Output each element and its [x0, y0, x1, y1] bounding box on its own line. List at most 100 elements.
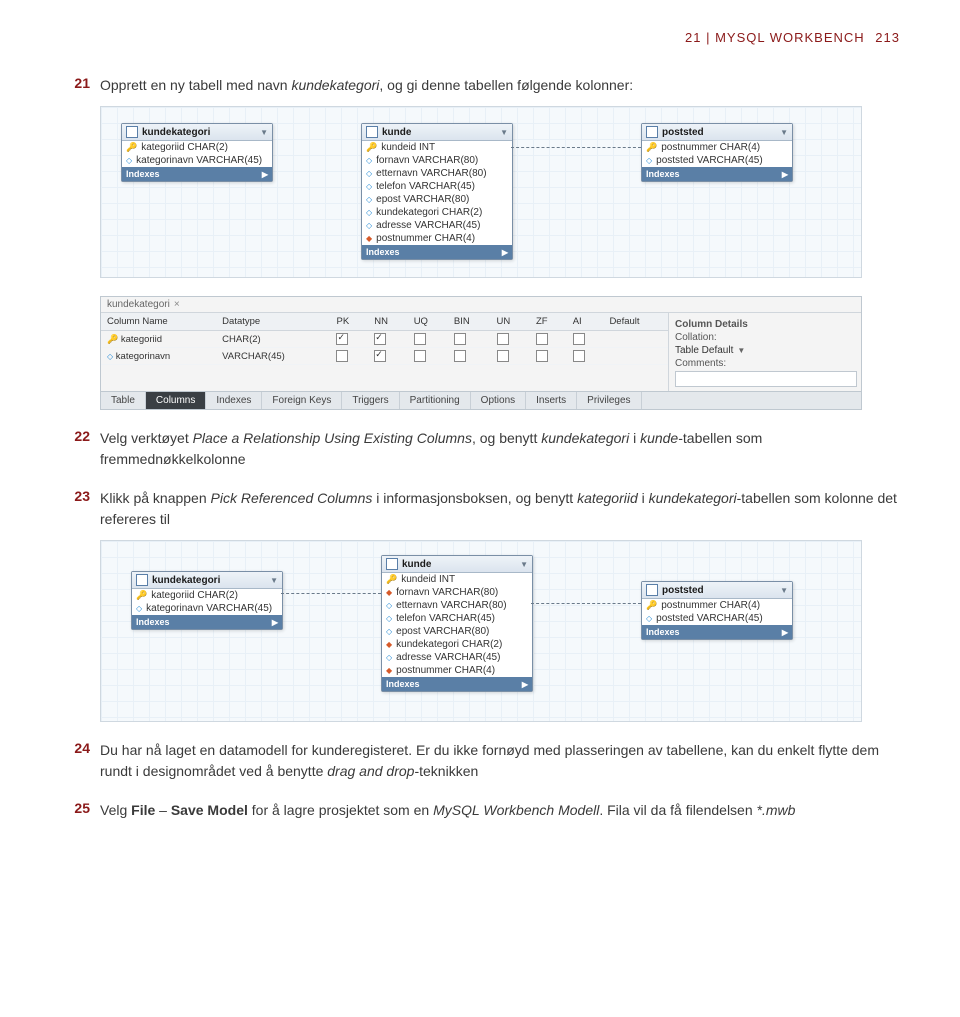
editor-tab-indexes[interactable]: Indexes	[206, 392, 262, 409]
table-column[interactable]: ◇poststed VARCHAR(45)	[642, 612, 792, 625]
db-table-kunde[interactable]: kunde▼🔑kundeid INT◆fornavn VARCHAR(80)◇e…	[381, 555, 533, 692]
table-title: kundekategori	[152, 575, 220, 586]
table-header[interactable]: kunde▼	[362, 124, 512, 141]
checkbox[interactable]	[573, 333, 585, 345]
comments-input[interactable]	[675, 371, 857, 387]
column-text: kategoriid CHAR(2)	[141, 142, 228, 153]
db-table-kundekategori[interactable]: kundekategori▼🔑kategoriid CHAR(2)◇katego…	[121, 123, 273, 182]
column-icon: ◇	[366, 195, 372, 204]
checkbox[interactable]	[414, 333, 426, 345]
indexes-footer[interactable]: Indexes▶	[362, 245, 512, 259]
table-column[interactable]: ◇epost VARCHAR(80)	[382, 625, 532, 638]
key-icon: 🔑	[646, 142, 657, 153]
checkbox[interactable]	[454, 350, 466, 362]
table-column[interactable]: ◆kundekategori CHAR(2)	[382, 638, 532, 651]
checkbox[interactable]	[414, 350, 426, 362]
db-table-poststed[interactable]: poststed▼🔑postnummer CHAR(4)◇poststed VA…	[641, 123, 793, 182]
indexes-footer[interactable]: Indexes▶	[382, 677, 532, 691]
db-table-kunde[interactable]: kunde▼🔑kundeid INT◇fornavn VARCHAR(80)◇e…	[361, 123, 513, 260]
checkbox[interactable]	[536, 333, 548, 345]
table-column[interactable]: ◇etternavn VARCHAR(80)	[382, 599, 532, 612]
column-header[interactable]: UQ	[408, 313, 448, 331]
table-column[interactable]: ◇kategorinavn VARCHAR(45)	[122, 154, 272, 167]
step-text: Velg verktøyet Place a Relationship Usin…	[100, 428, 900, 470]
editor-tab-triggers[interactable]: Triggers	[342, 392, 399, 409]
checkbox[interactable]	[336, 350, 348, 362]
checkbox[interactable]	[536, 350, 548, 362]
checkbox[interactable]	[497, 333, 509, 345]
collation-dropdown[interactable]: Table Default▼	[675, 345, 855, 356]
table-column[interactable]: ◇telefon VARCHAR(45)	[382, 612, 532, 625]
table-header[interactable]: kunde▼	[382, 556, 532, 573]
editor-tab-columns[interactable]: Columns	[146, 392, 206, 409]
editor-tab-privileges[interactable]: Privileges	[577, 392, 641, 409]
column-header[interactable]: NN	[368, 313, 407, 331]
editor-tab-options[interactable]: Options	[471, 392, 526, 409]
column-icon: ◇	[366, 221, 372, 230]
column-text: kundeid INT	[381, 142, 435, 153]
column-header[interactable]: Datatype	[216, 313, 330, 331]
table-column[interactable]: ◇telefon VARCHAR(45)	[362, 180, 512, 193]
table-column[interactable]: ◇kategorinavn VARCHAR(45)	[132, 602, 282, 615]
indexes-footer[interactable]: Indexes▶	[122, 167, 272, 181]
table-column[interactable]: 🔑kategoriid CHAR(2)	[132, 589, 282, 602]
db-table-kundekategori[interactable]: kundekategori▼🔑kategoriid CHAR(2)◇katego…	[131, 571, 283, 630]
column-header[interactable]: PK	[330, 313, 368, 331]
column-header[interactable]: Default	[603, 313, 668, 331]
editor-tab-table[interactable]: Table	[101, 392, 146, 409]
key-icon: 🔑	[136, 590, 147, 601]
table-column[interactable]: 🔑kategoriid CHAR(2)	[122, 141, 272, 154]
checkbox[interactable]	[497, 350, 509, 362]
fk-icon: ◆	[366, 234, 372, 243]
table-column[interactable]: 🔑postnummer CHAR(4)	[642, 141, 792, 154]
close-icon[interactable]: ×	[174, 299, 180, 310]
column-header[interactable]: ZF	[530, 313, 567, 331]
table-column[interactable]: ◇poststed VARCHAR(45)	[642, 154, 792, 167]
checkbox[interactable]	[454, 333, 466, 345]
table-column[interactable]: 🔑postnummer CHAR(4)	[642, 599, 792, 612]
checkbox[interactable]	[573, 350, 585, 362]
breadcrumb-tab[interactable]: kundekategori	[107, 299, 170, 310]
column-header[interactable]: UN	[491, 313, 530, 331]
table-header[interactable]: kundekategori▼	[122, 124, 272, 141]
table-header[interactable]: poststed▼	[642, 582, 792, 599]
relationship-line	[531, 603, 641, 604]
checkbox[interactable]	[374, 333, 386, 345]
table-column[interactable]: ◆fornavn VARCHAR(80)	[382, 586, 532, 599]
table-header[interactable]: poststed▼	[642, 124, 792, 141]
page-number: 213	[875, 30, 900, 45]
table-column[interactable]: ◇etternavn VARCHAR(80)	[362, 167, 512, 180]
db-table-poststed[interactable]: poststed▼🔑postnummer CHAR(4)◇poststed VA…	[641, 581, 793, 640]
table-column[interactable]: ◇kundekategori CHAR(2)	[362, 206, 512, 219]
indexes-footer[interactable]: Indexes▶	[642, 167, 792, 181]
column-icon: ◇	[366, 169, 372, 178]
editor-tab-inserts[interactable]: Inserts	[526, 392, 577, 409]
column-header[interactable]: AI	[567, 313, 604, 331]
column-row[interactable]: 🔑 kategoriidCHAR(2)	[101, 331, 668, 348]
indexes-footer[interactable]: Indexes▶	[132, 615, 282, 629]
column-text: kategorinavn VARCHAR(45)	[146, 603, 272, 614]
checkbox[interactable]	[374, 350, 386, 362]
table-header[interactable]: kundekategori▼	[132, 572, 282, 589]
editor-breadcrumb: kundekategori ×	[101, 297, 861, 313]
indexes-footer[interactable]: Indexes▶	[642, 625, 792, 639]
table-icon	[386, 558, 398, 570]
table-column[interactable]: 🔑kundeid INT	[362, 141, 512, 154]
table-column[interactable]: ◆postnummer CHAR(4)	[382, 664, 532, 677]
column-header[interactable]: Column Name	[101, 313, 216, 331]
table-column[interactable]: ◇fornavn VARCHAR(80)	[362, 154, 512, 167]
column-header[interactable]: BIN	[448, 313, 491, 331]
column-icon: ◇	[366, 156, 372, 165]
checkbox[interactable]	[336, 333, 348, 345]
table-column[interactable]: 🔑kundeid INT	[382, 573, 532, 586]
table-column[interactable]: ◇epost VARCHAR(80)	[362, 193, 512, 206]
table-column[interactable]: ◇adresse VARCHAR(45)	[362, 219, 512, 232]
table-column[interactable]: ◆postnummer CHAR(4)	[362, 232, 512, 245]
column-row[interactable]: ◇ kategorinavnVARCHAR(45)	[101, 348, 668, 365]
editor-tab-foreign-keys[interactable]: Foreign Keys	[262, 392, 342, 409]
column-icon: ◇	[107, 352, 113, 361]
columns-grid[interactable]: Column NameDatatypePKNNUQBINUNZFAIDefaul…	[101, 313, 668, 365]
editor-tab-partitioning[interactable]: Partitioning	[400, 392, 471, 409]
table-column[interactable]: ◇adresse VARCHAR(45)	[382, 651, 532, 664]
step-number: 23	[60, 488, 90, 530]
